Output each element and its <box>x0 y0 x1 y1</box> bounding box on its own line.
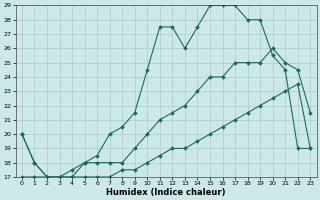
X-axis label: Humidex (Indice chaleur): Humidex (Indice chaleur) <box>106 188 226 197</box>
